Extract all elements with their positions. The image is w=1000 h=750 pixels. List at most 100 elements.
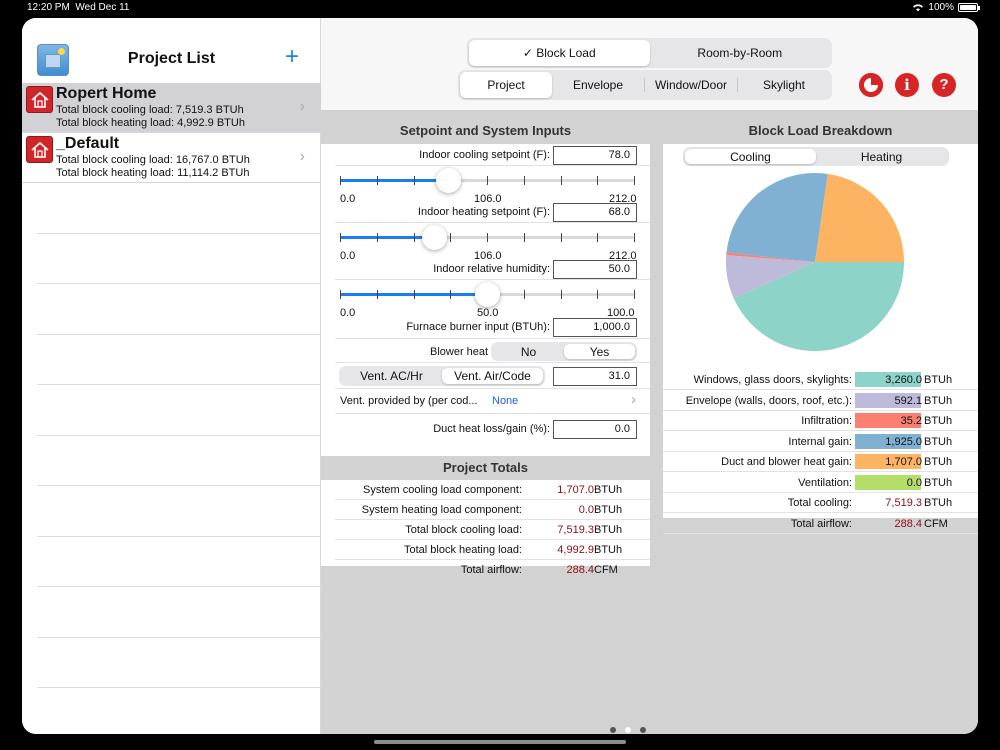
humidity-field[interactable]: 50.0 — [553, 260, 637, 279]
breakdown-value: 3,260.0 — [885, 374, 922, 386]
chevron-right-icon: › — [631, 391, 636, 408]
house-icon — [26, 136, 53, 163]
breakdown-panel: Block Load Breakdown Cooling Heating Win… — [663, 110, 978, 534]
breakdown-title: Block Load Breakdown — [663, 110, 978, 144]
cooling-setpoint-row: Indoor cooling setpoint (F): 78.0 — [335, 144, 650, 166]
project-heating-load: Total block heating load: 4,992.9 BTUh — [56, 117, 245, 129]
breakdown-label: Windows, glass doors, skylights: — [693, 374, 852, 386]
pie-chart-icon — [859, 73, 883, 97]
vent-air-code[interactable]: Vent. Air/Code — [442, 368, 543, 384]
info-button[interactable]: i — [895, 73, 919, 97]
slider-max: 212.0 — [609, 250, 637, 262]
breakdown-unit: BTUh — [924, 374, 953, 386]
furnace-label: Furnace burner input (BTUh): — [406, 321, 550, 333]
project-cooling-load: Total block cooling load: 16,767.0 BTUh — [56, 154, 250, 166]
slider-min: 0.0 — [340, 193, 356, 205]
vent-row: Vent. AC/Hr Vent. Air/Code 31.0 — [335, 363, 650, 389]
project-name: _Default — [56, 135, 120, 152]
help-icon: ? — [939, 76, 949, 93]
humidity-slider[interactable] — [340, 282, 635, 307]
breakdown-unit: BTUh — [924, 394, 953, 407]
vent-field[interactable]: 31.0 — [553, 367, 637, 386]
heating-setpoint-label: Indoor heating setpoint (F): — [417, 206, 550, 218]
cooling-setpoint-slider[interactable] — [340, 168, 635, 193]
blower-yes[interactable]: Yes — [564, 344, 635, 359]
blower-row: Blower heat gain: No Yes — [335, 339, 650, 363]
humidity-label: Indoor relative humidity: — [433, 263, 550, 275]
breakdown-value: 592.1 — [894, 394, 922, 407]
breakdown-value: 1,925.0 — [885, 435, 922, 448]
tab-cooling[interactable]: Cooling — [685, 149, 816, 164]
mode-segmented-control: ✓ Block Load Room-by-Room — [467, 38, 832, 68]
vent-segmented-control: Vent. AC/Hr Vent. Air/Code — [339, 366, 545, 386]
tab-envelope[interactable]: Envelope — [572, 78, 624, 92]
slider-thumb[interactable] — [422, 225, 448, 250]
pie-chart-button[interactable] — [859, 73, 883, 97]
add-project-button[interactable]: + — [285, 43, 300, 70]
battery-percent: 100% — [928, 2, 954, 13]
project-row-ropert-home[interactable]: Ropert Home Total block cooling load: 7,… — [22, 83, 321, 133]
vent-ac-hr[interactable]: Vent. AC/Hr — [360, 369, 423, 383]
cooling-setpoint-label: Indoor cooling setpoint (F): — [419, 149, 550, 161]
tab-project[interactable]: Project — [460, 72, 552, 98]
pie-slice-duct-and-blower-heat-gain — [815, 173, 904, 262]
breakdown-value: 1,707.0 — [885, 456, 922, 468]
total-row: Total block heating load: 4,992.9 BTUh — [335, 540, 650, 560]
tab-heating[interactable]: Heating — [860, 149, 903, 164]
slider-thumb[interactable] — [436, 168, 462, 193]
load-pie-chart — [726, 173, 904, 351]
vent-provided-label: Vent. provided by (per cod... — [340, 395, 478, 407]
blower-no[interactable]: No — [520, 344, 537, 359]
chevron-right-icon: › — [299, 148, 305, 165]
duct-label: Duct heat loss/gain (%): — [433, 423, 550, 435]
project-row-default[interactable]: _Default Total block cooling load: 16,76… — [22, 133, 321, 183]
furnace-row: Furnace burner input (BTUh): 1,000.0 — [335, 315, 650, 339]
app-logo-icon — [37, 44, 69, 76]
blower-segmented-control: No Yes — [491, 342, 637, 361]
total-row: Total block cooling load: 7,519.3 BTUh — [335, 520, 650, 540]
breakdown-label: Ventilation: — [798, 476, 852, 489]
breakdown-unit: BTUh — [924, 497, 953, 509]
status-time: 12:20 PM Wed Dec 11 — [27, 2, 130, 13]
project-name: Ropert Home — [56, 85, 157, 102]
info-icon: i — [904, 76, 910, 94]
breakdown-label: Internal gain: — [788, 435, 852, 448]
heating-setpoint-field[interactable]: 68.0 — [553, 203, 637, 222]
furnace-field[interactable]: 1,000.0 — [553, 318, 637, 337]
total-row: Total airflow: 288.4 CFM — [460, 564, 618, 576]
house-icon — [26, 86, 53, 113]
tab-room-by-room[interactable]: Room-by-Room — [697, 46, 783, 60]
legend-swatch — [855, 454, 921, 469]
vent-provided-row[interactable]: Vent. provided by (per cod... None › — [335, 389, 650, 414]
battery-icon — [958, 3, 980, 12]
heating-setpoint-slider[interactable] — [340, 225, 635, 250]
breakdown-unit: BTUh — [924, 435, 953, 448]
slider-min: 0.0 — [340, 307, 356, 319]
app-screen: Project List + Ropert Home Total block c… — [22, 18, 978, 734]
breakdown-row: Ventilation: 0.0 BTUh — [663, 473, 978, 493]
breakdown-segmented-control: Cooling Heating — [683, 147, 949, 166]
duct-field[interactable]: 0.0 — [553, 420, 637, 439]
cooling-setpoint-field[interactable]: 78.0 — [553, 146, 637, 165]
project-totals-title: Project Totals — [321, 456, 650, 480]
help-button[interactable]: ? — [932, 73, 956, 97]
breakdown-value: 0.0 — [906, 476, 922, 489]
duct-row: Duct heat loss/gain (%): 0.0 — [335, 414, 650, 456]
heating-setpoint-row: Indoor heating setpoint (F): 68.0 — [335, 201, 650, 223]
slider-max: 100.0 — [607, 307, 635, 319]
home-indicator — [374, 740, 626, 744]
breakdown-row: Total cooling: 7,519.3 BTUh — [663, 493, 978, 513]
breakdown-value: 288.4 — [894, 517, 922, 530]
slider-thumb[interactable] — [475, 282, 500, 307]
top-toolbar: ✓ Block Load Room-by-Room Project Envelo… — [321, 18, 978, 110]
slider-min: 0.0 — [340, 250, 356, 262]
sidebar: Project List + Ropert Home Total block c… — [22, 18, 321, 734]
legend-swatch — [855, 433, 921, 449]
empty-list-rows — [37, 183, 321, 688]
breakdown-row: Envelope (walls, doors, roof, etc.): 592.… — [663, 391, 978, 411]
tab-skylight[interactable]: Skylight — [762, 78, 806, 92]
tab-window-door[interactable]: Window/Door — [654, 78, 728, 92]
tab-block-load[interactable]: ✓ Block Load — [469, 40, 650, 66]
setpoint-section-title: Setpoint and System Inputs — [321, 110, 650, 144]
pie-slice-internal-gain — [726, 173, 828, 262]
